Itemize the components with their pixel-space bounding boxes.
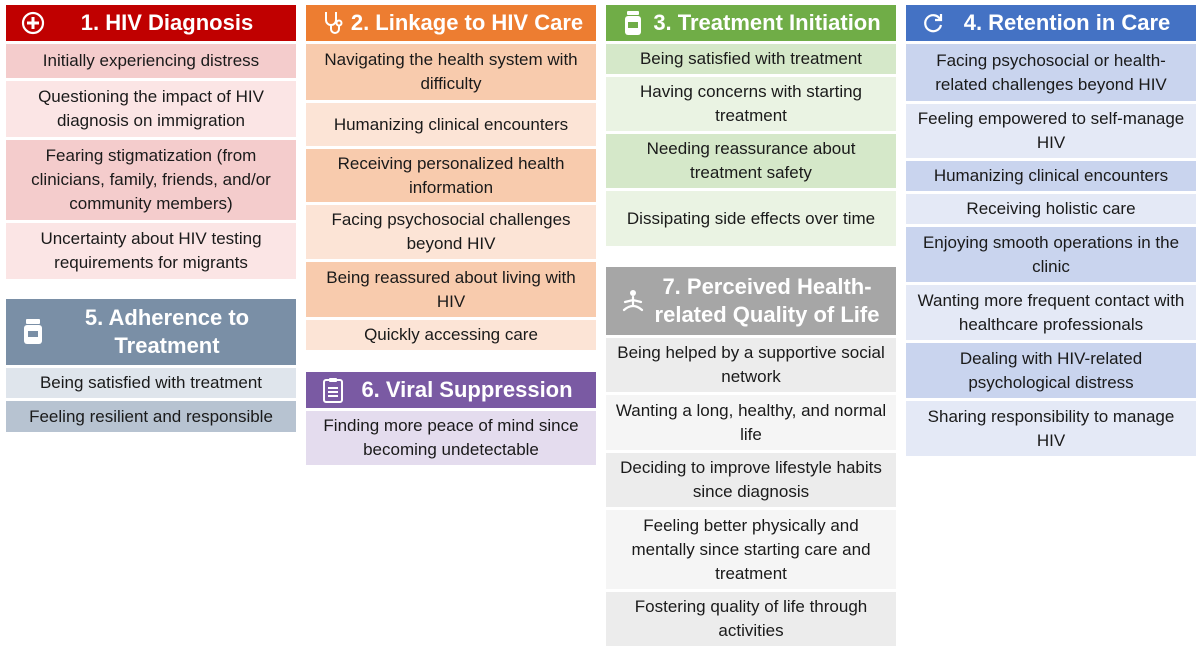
- list-item: Uncertainty about HIV testing requiremen…: [6, 223, 296, 279]
- plus-circle-icon: [18, 8, 48, 38]
- panel-title: 1. HIV Diagnosis: [80, 10, 254, 35]
- meditation-icon: [618, 286, 648, 316]
- list-item: Being helped by a supportive social netw…: [606, 338, 896, 392]
- panel-retention: 4. Retention in Care Facing psychosocial…: [906, 5, 1196, 456]
- list-item: Feeling better physically and mentally s…: [606, 510, 896, 589]
- panel-hiv-diagnosis: 1. HIV Diagnosis Initially experiencing …: [6, 5, 296, 279]
- list-item: Having concerns with starting treatment: [606, 77, 896, 131]
- list-item: Deciding to improve lifestyle habits sin…: [606, 453, 896, 507]
- clipboard-icon: [318, 375, 348, 405]
- list-item: Receiving personalized health informatio…: [306, 149, 596, 202]
- panel-header: 3. Treatment Initiation: [606, 5, 896, 41]
- panel-treatment-initiation: 3. Treatment Initiation Being satisfied …: [606, 5, 896, 246]
- list-item: Finding more peace of mind since becomin…: [306, 411, 596, 465]
- panel-title: 4. Retention in Care: [963, 10, 1171, 35]
- panel-title: 3. Treatment Initiation: [653, 10, 881, 35]
- list-item: Humanizing clinical encounters: [306, 103, 596, 146]
- list-item: Navigating the health system with diffic…: [306, 44, 596, 100]
- panel-quality-of-life: 7. Perceived Health-related Quality of L…: [606, 267, 896, 646]
- panel-viral-suppression: 6. Viral Suppression Finding more peace …: [306, 372, 596, 465]
- list-item: Facing psychosocial challenges beyond HI…: [306, 205, 596, 259]
- list-item: Humanizing clinical encounters: [906, 161, 1196, 191]
- panel-title: 5. Adherence to Treatment: [84, 305, 250, 358]
- panel-title: 7. Perceived Health-related Quality of L…: [654, 274, 880, 327]
- panel-title: 6. Viral Suppression: [361, 377, 573, 402]
- list-item: Initially experiencing distress: [6, 44, 296, 78]
- list-item: Fostering quality of life through activi…: [606, 592, 896, 646]
- list-item: Being satisfied with treatment: [606, 44, 896, 74]
- panel-linkage: 2. Linkage to HIV Care Navigating the he…: [306, 5, 596, 350]
- list-item: Dealing with HIV-related psychological d…: [906, 343, 1196, 398]
- panel-header: 4. Retention in Care: [906, 5, 1196, 41]
- list-item: Wanting a long, healthy, and normal life: [606, 395, 896, 450]
- cycle-icon: [918, 8, 948, 38]
- list-item: Facing psychosocial or health-related ch…: [906, 44, 1196, 101]
- panel-header: 6. Viral Suppression: [306, 372, 596, 408]
- stethoscope-icon: [318, 8, 348, 38]
- list-item: Questioning the impact of HIV diagnosis …: [6, 81, 296, 137]
- list-item: Quickly accessing care: [306, 320, 596, 350]
- list-item: Dissipating side effects over time: [606, 191, 896, 246]
- panel-header: 7. Perceived Health-related Quality of L…: [606, 267, 896, 335]
- list-item: Receiving holistic care: [906, 194, 1196, 224]
- panel-header: 1. HIV Diagnosis: [6, 5, 296, 41]
- list-item: Feeling empowered to self-manage HIV: [906, 104, 1196, 158]
- list-item: Wanting more frequent contact with healt…: [906, 285, 1196, 340]
- pill-bottle-icon: [618, 8, 648, 38]
- panel-adherence: 5. Adherence to Treatment Being satisfie…: [6, 299, 296, 432]
- list-item: Being reassured about living with HIV: [306, 262, 596, 317]
- list-item: Enjoying smooth operations in the clinic: [906, 227, 1196, 282]
- list-item: Fearing stigmatization (from clinicians,…: [6, 140, 296, 220]
- list-item: Feeling resilient and responsible: [6, 401, 296, 432]
- list-item: Needing reassurance about treatment safe…: [606, 134, 896, 188]
- list-item: Being satisfied with treatment: [6, 368, 296, 398]
- medicine-bottle-icon: [18, 317, 48, 347]
- panel-header: 2. Linkage to HIV Care: [306, 5, 596, 41]
- panel-header: 5. Adherence to Treatment: [6, 299, 296, 365]
- panel-title: 2. Linkage to HIV Care: [350, 10, 584, 35]
- list-item: Sharing responsibility to manage HIV: [906, 401, 1196, 456]
